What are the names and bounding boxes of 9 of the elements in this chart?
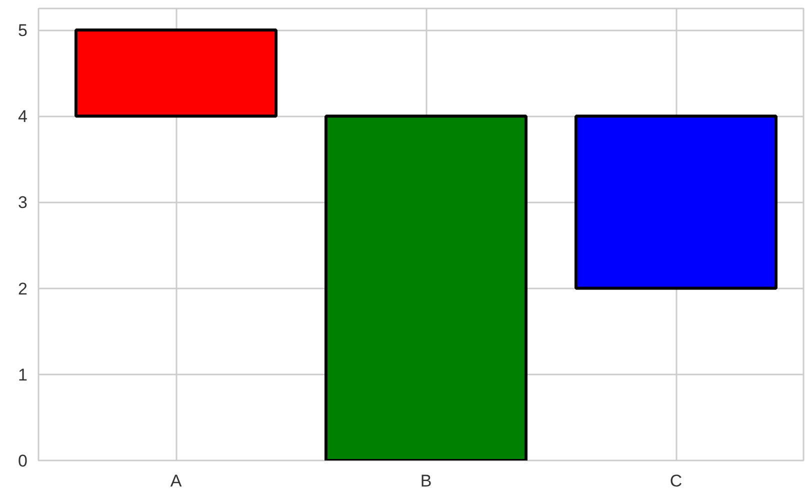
y-tick-label: 4	[18, 107, 28, 126]
y-tick-label: 5	[18, 21, 28, 40]
y-tick-label: 0	[18, 452, 28, 470]
y-tick-label: 1	[18, 365, 28, 384]
y-tick-label: 3	[18, 193, 28, 212]
x-tick-label: A	[170, 472, 182, 490]
x-tick-label: B	[420, 472, 432, 490]
x-tick-label: C	[670, 472, 682, 490]
y-tick-label: 2	[18, 279, 28, 298]
